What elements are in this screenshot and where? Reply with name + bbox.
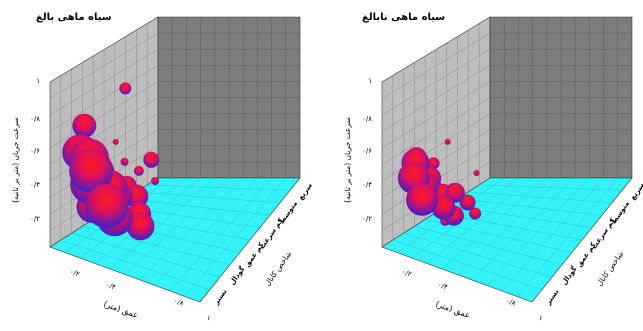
x-tick-label: ۱ xyxy=(538,314,544,323)
y-tick-label: ۰/۶ xyxy=(362,147,372,155)
z-tick-label: سریع xyxy=(297,182,314,202)
x-tick-label: ۰/۲ xyxy=(69,268,81,279)
chart-panel-adult: سیاه ماهی بالغ ۱ ۰/۸ ۰/۶ ۰/۴ ۰/۲ سرعت جریان (م… xyxy=(11,12,314,323)
y-tick-label: ۰/۶ xyxy=(30,147,40,155)
grid-line xyxy=(139,177,244,281)
z-tick-label: متوسط xyxy=(278,200,299,226)
z-tick-label: گودال xyxy=(227,264,247,287)
grid-line xyxy=(501,177,604,292)
z-tick-label: بستر xyxy=(212,287,229,307)
data-bubble xyxy=(143,151,160,168)
x-axis-label: عمق (متر) xyxy=(434,299,471,320)
data-bubble xyxy=(473,170,480,176)
y-tick-label: ۰/۸ xyxy=(30,115,40,123)
chart-title: سیاه ماهی نابالغ xyxy=(362,12,445,23)
y-tick-label: ۰/۴ xyxy=(362,181,372,189)
grid-line xyxy=(471,177,576,281)
z-axis-label: شاخص کانال xyxy=(263,249,294,287)
y-tick-label: ۱ xyxy=(36,77,40,85)
grid-line xyxy=(125,198,271,216)
data-bubble xyxy=(112,138,119,145)
data-bubble xyxy=(69,148,114,193)
x-tick-label: ۰/۸ xyxy=(173,297,185,308)
grid-line xyxy=(468,191,613,204)
grid-line xyxy=(457,198,603,216)
chart-panel-juvenile: سیاه ماهی نابالغ ۱ ۰/۸ ۰/۶ ۰/۴ ۰/۲ سرعت جریان … xyxy=(343,12,643,323)
data-bubble xyxy=(119,82,132,95)
grid-line xyxy=(486,177,590,286)
y-axis-label: سرعت جریان (متر بر ثانیه) xyxy=(11,117,20,203)
x-tick-label: ۰/۲ xyxy=(401,268,413,279)
grid-line xyxy=(124,177,230,275)
grid-line xyxy=(147,184,291,191)
grid-line xyxy=(381,113,491,182)
grid-line xyxy=(136,191,281,204)
z-axis-label: شاخص کانال xyxy=(595,249,626,287)
data-bubble xyxy=(427,157,440,170)
y-tick-label: ۰/۲ xyxy=(30,215,40,223)
x-tick-label: ۰/۴ xyxy=(437,281,449,292)
y-axis-label: سرعت جریان (متر بر ثانیه) xyxy=(343,117,352,203)
z-tick-label: متوسط xyxy=(610,200,631,226)
grid-line xyxy=(169,177,272,292)
data-bubble xyxy=(72,113,97,138)
z-tick-label: سریع xyxy=(629,182,643,202)
y-tick-label: ۰/۲ xyxy=(362,215,372,223)
grid-line xyxy=(456,177,562,275)
x-axis-label: عمق (متر) xyxy=(102,299,139,320)
x-tick-label: ۰/۴ xyxy=(105,281,117,292)
x-tick-label: ۱ xyxy=(206,314,212,323)
data-bubble xyxy=(459,194,476,211)
data-bubble xyxy=(133,165,144,176)
data-bubble xyxy=(469,207,482,220)
data-bubble xyxy=(151,177,160,185)
grid-line xyxy=(516,177,618,297)
x-tick-label: ۰/۸ xyxy=(505,297,517,308)
data-bubble xyxy=(120,157,129,166)
z-tick-label: بستر xyxy=(544,287,561,307)
z-tick-label: گودال xyxy=(559,264,579,287)
data-bubble xyxy=(406,183,438,216)
data-bubble xyxy=(444,138,451,145)
data-bubble xyxy=(84,183,129,228)
grid-line xyxy=(479,184,623,191)
data-bubble xyxy=(126,212,155,241)
grid-line xyxy=(184,177,286,297)
grid-line xyxy=(154,177,258,286)
y-tick-label: ۰/۸ xyxy=(362,115,372,123)
y-tick-label: ۰/۴ xyxy=(30,181,40,189)
chart-title: سیاه ماهی بالغ xyxy=(36,12,112,23)
y-tick-label: ۱ xyxy=(368,77,372,85)
